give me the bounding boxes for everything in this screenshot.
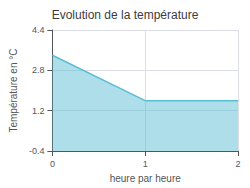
svg-text:Evolution de la température: Evolution de la température bbox=[52, 8, 199, 22]
svg-text:2: 2 bbox=[235, 159, 240, 169]
svg-text:Température en °C: Température en °C bbox=[8, 49, 19, 133]
svg-text:0: 0 bbox=[50, 159, 55, 169]
svg-text:-0.4: -0.4 bbox=[29, 146, 45, 156]
svg-text:1: 1 bbox=[143, 159, 148, 169]
svg-text:4.4: 4.4 bbox=[32, 25, 45, 35]
svg-text:heure par heure: heure par heure bbox=[110, 173, 182, 184]
svg-text:1.2: 1.2 bbox=[32, 106, 45, 116]
svg-text:2.8: 2.8 bbox=[32, 65, 45, 75]
